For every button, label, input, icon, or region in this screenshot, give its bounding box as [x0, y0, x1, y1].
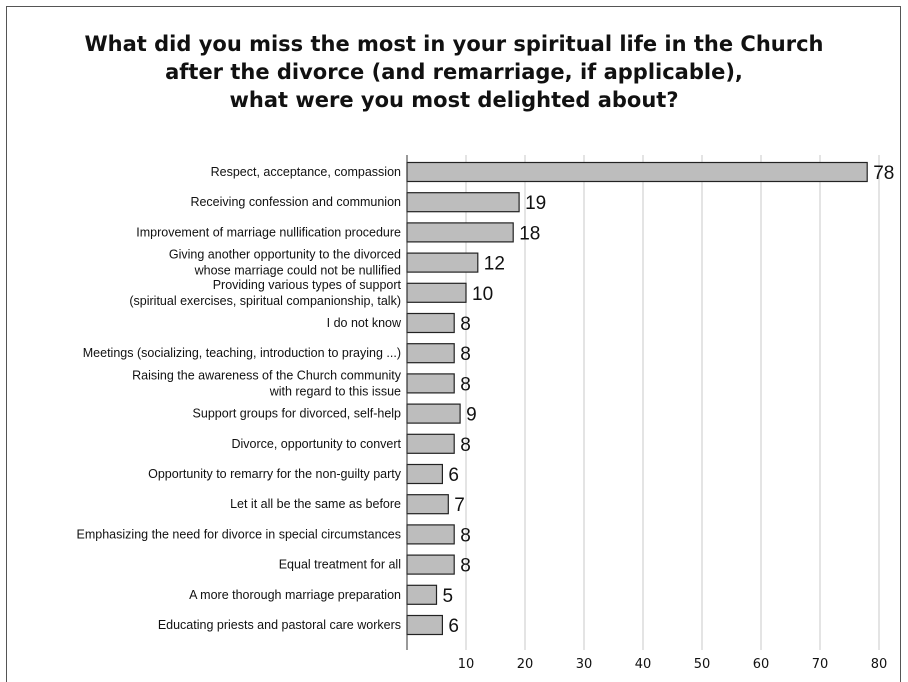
category-label-4-0: Providing various types of support	[213, 278, 402, 292]
x-tick-label-7: 80	[871, 657, 888, 672]
bar-8	[406, 403, 461, 424]
category-labels: Respect, acceptance, compassion Receiving…	[77, 165, 402, 632]
bar-2	[406, 222, 514, 243]
category-label-0-0: Respect, acceptance, compassion	[211, 165, 401, 179]
category-label-5-0: I do not know	[327, 316, 402, 330]
title-line-1: What did you miss the most in your spiri…	[84, 32, 824, 56]
value-label-8: 9	[466, 405, 477, 426]
x-tick-label-6: 70	[812, 657, 829, 672]
bar-15	[406, 614, 444, 636]
bars	[406, 161, 868, 636]
category-label-13-0: Equal treatment for all	[279, 558, 401, 572]
bar-11	[406, 494, 449, 515]
category-label-7-0: Raising the awareness of the Church comm…	[132, 368, 402, 382]
chart-title: What did you miss the most in your spiri…	[0, 30, 908, 114]
value-label-14: 5	[443, 586, 454, 607]
bar-4	[406, 282, 467, 303]
title-line-3: what were you most delighted about?	[229, 88, 679, 112]
value-label-10: 6	[448, 465, 459, 486]
bar-14	[406, 584, 438, 605]
x-tick-label-3: 40	[635, 657, 652, 672]
value-label-7: 8	[460, 374, 471, 395]
value-label-13: 8	[460, 556, 471, 577]
x-tick-label-2: 30	[576, 657, 593, 672]
bar-10	[406, 463, 444, 485]
x-tick-label-1: 20	[517, 657, 534, 672]
category-label-9-0: Divorce, opportunity to convert	[231, 437, 401, 451]
category-label-14-0: A more thorough marriage preparation	[189, 588, 401, 602]
x-tick-label-4: 50	[694, 657, 711, 672]
value-label-12: 8	[460, 525, 471, 546]
title-line-2: after the divorce (and remarriage, if ap…	[165, 60, 743, 84]
bar-12	[406, 524, 455, 545]
value-label-2: 18	[519, 223, 540, 244]
category-label-10-0: Opportunity to remarry for the non-guilt…	[148, 467, 402, 481]
x-tick-label-5: 60	[753, 657, 770, 672]
value-label-5: 8	[460, 314, 471, 335]
category-label-15-0: Educating priests and pastoral care work…	[158, 618, 401, 632]
value-label-1: 19	[525, 193, 546, 214]
category-label-11-0: Let it all be the same as before	[230, 497, 401, 511]
category-label-1-0: Receiving confession and communion	[190, 195, 401, 209]
value-label-11: 7	[454, 495, 465, 516]
value-label-9: 8	[460, 435, 471, 456]
category-label-8-0: Support groups for divorced, self-help	[193, 407, 401, 421]
category-label-7-1: with regard to this issue	[269, 384, 401, 398]
bar-3	[406, 252, 479, 273]
category-label-3-1: whose marriage could not be nullified	[194, 264, 401, 278]
category-label-6-0: Meetings (socializing, teaching, introdu…	[83, 346, 401, 360]
value-label-0: 78	[873, 163, 894, 184]
category-label-12-0: Emphasizing the need for divorce in spec…	[77, 527, 401, 541]
category-label-3-0: Giving another opportunity to the divorc…	[169, 248, 401, 262]
value-label-4: 10	[472, 284, 493, 305]
value-label-3: 12	[484, 254, 505, 275]
bar-6	[406, 343, 455, 364]
category-label-2-0: Improvement of marriage nullification pr…	[136, 225, 401, 239]
category-label-4-1: (spiritual exercises, spiritual companio…	[129, 294, 401, 308]
x-axis-ticks: 10 20 30 40 50 60 70 80	[458, 657, 888, 672]
value-label-15: 6	[448, 616, 459, 637]
bar-0	[406, 161, 868, 183]
bar-13	[406, 554, 455, 575]
bar-5	[406, 312, 455, 334]
bar-1	[406, 192, 520, 213]
value-label-6: 8	[460, 344, 471, 365]
x-tick-label-0: 10	[458, 657, 475, 672]
bar-9	[406, 433, 455, 454]
bar-7	[406, 373, 455, 394]
